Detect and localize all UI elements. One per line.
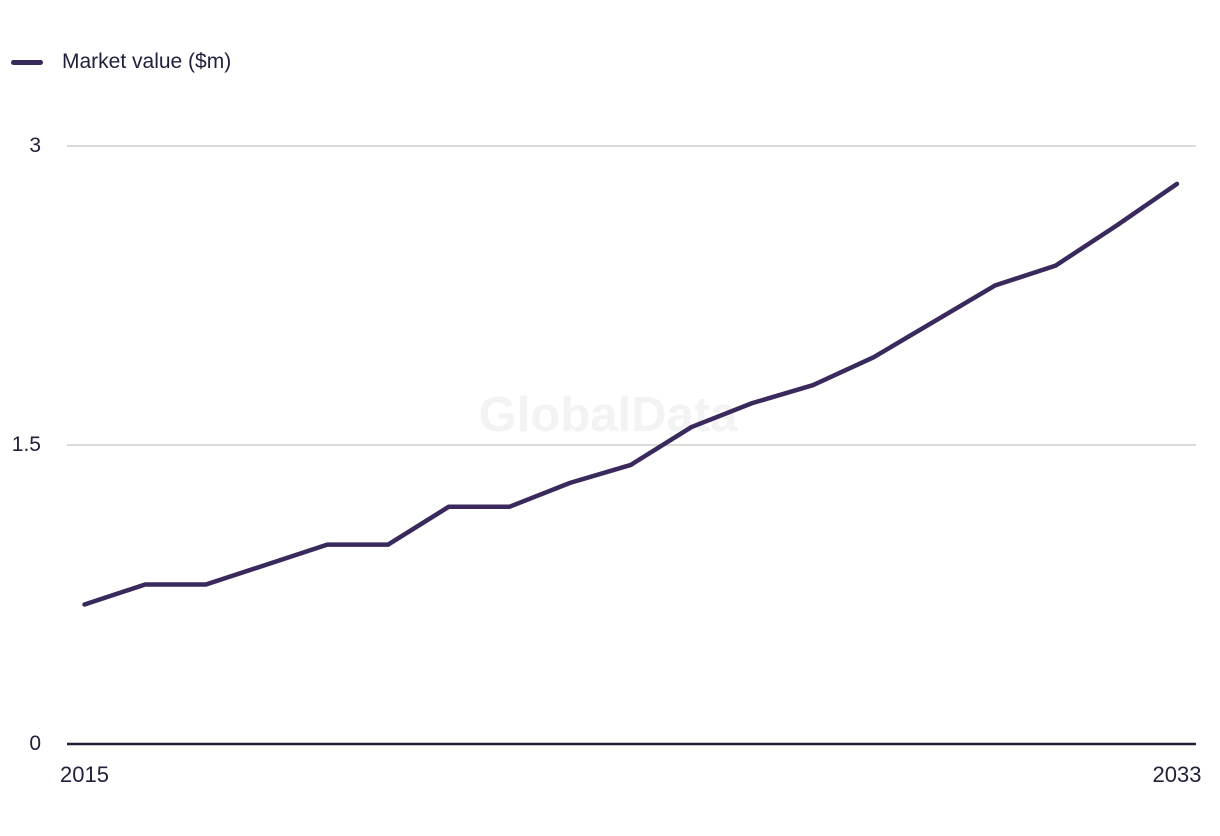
legend-label: Market value ($m) [62,50,232,73]
legend-line-swatch [11,59,43,65]
series-line-market-value[interactable] [82,181,1180,607]
gridlines [67,145,1196,746]
legend-item-market-value[interactable]: Market value ($m) [11,49,231,75]
